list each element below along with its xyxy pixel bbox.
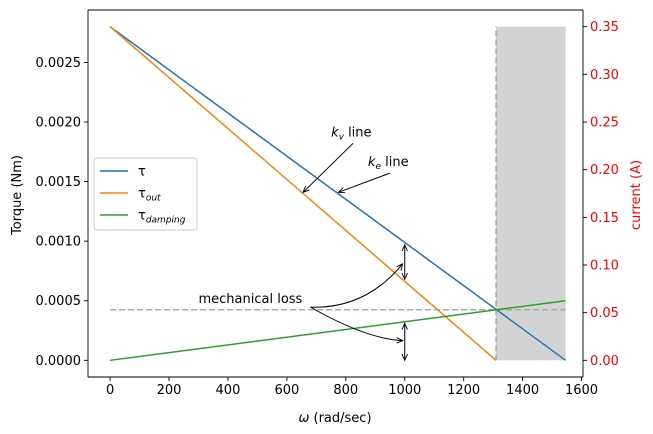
y-tick-label: 0.0020 [36,116,82,131]
x-tick-label: 0 [106,383,114,398]
annotation-label-2: mechanical loss [198,292,302,307]
annotation-symbol: k [368,155,376,170]
x-tick-label: 1000 [388,383,421,398]
y2-tick-label: 0.15 [590,211,619,226]
y-tick-label: 0.0015 [36,175,82,190]
series-line-damping [110,299,566,362]
x-axis-label-rest: (rad/sec) [309,411,371,426]
y-axis-label: Torque (Nm) [10,155,25,236]
legend-label: τout [138,187,161,204]
x-tick-label: 800 [333,383,358,398]
series-line-tau [109,26,567,361]
y2-tick-label: 0.05 [590,306,619,321]
annotation-symbol: k [331,125,339,140]
mechanical-loss-arrow-0 [310,264,402,308]
x-tick-label: 1400 [506,383,539,398]
annotation-suffix: line [381,155,409,170]
x-tick-label: 1600 [565,383,598,398]
legend-label: τdamping [138,209,186,226]
legend-label-sub: out [146,194,161,204]
y2-tick-label: 0.35 [590,20,619,35]
legend-box [93,157,198,231]
annotation-suffix: line [344,125,372,140]
annotation-label-1: ke line [368,155,409,172]
axes-layer: 0 200 400 600 800 1000 1200 1400 16000.00000.000… [36,9,619,398]
y2-tick-label: 0.30 [590,68,619,83]
mechanical-loss-arrow-1 [310,306,402,341]
y-tick-label: 0.0010 [36,235,82,250]
y-tick-label: 0.0025 [36,56,82,71]
reference-lines-layer [110,26,566,361]
y2-tick-label: 0.25 [590,116,619,131]
y-tick-label: 0.0005 [36,294,82,309]
y2-tick-label: 0.00 [590,354,619,369]
x-axis-label-omega: ω [298,411,309,426]
legend-label-base: τ [138,187,146,202]
annotation-subscript: e [375,162,381,172]
x-tick-label: 1200 [447,383,480,398]
x-tick-label: 600 [274,383,299,398]
legend-label: τ [138,165,146,180]
legend-label-base: τ [138,209,146,224]
series-layer [109,26,567,362]
x-tick-label: 200 [157,383,182,398]
series-line-out [109,26,497,361]
annotation-arrow-1 [338,172,391,192]
annotation-arrow-0 [303,142,354,192]
y2-axis-label: current (A) [629,160,644,230]
x-axis-label: ω (rad/sec) [298,411,371,426]
x-tick-label: 400 [216,383,241,398]
y2-tick-label: 0.20 [590,163,619,178]
y2-tick-label: 0.10 [590,258,619,273]
legend-label-sub: damping [146,216,186,226]
y-tick-label: 0.0000 [36,354,82,369]
annotation-label-0: kv line [331,125,371,142]
annotation-subscript: v [339,132,345,142]
legend-label-base: τ [138,165,146,180]
